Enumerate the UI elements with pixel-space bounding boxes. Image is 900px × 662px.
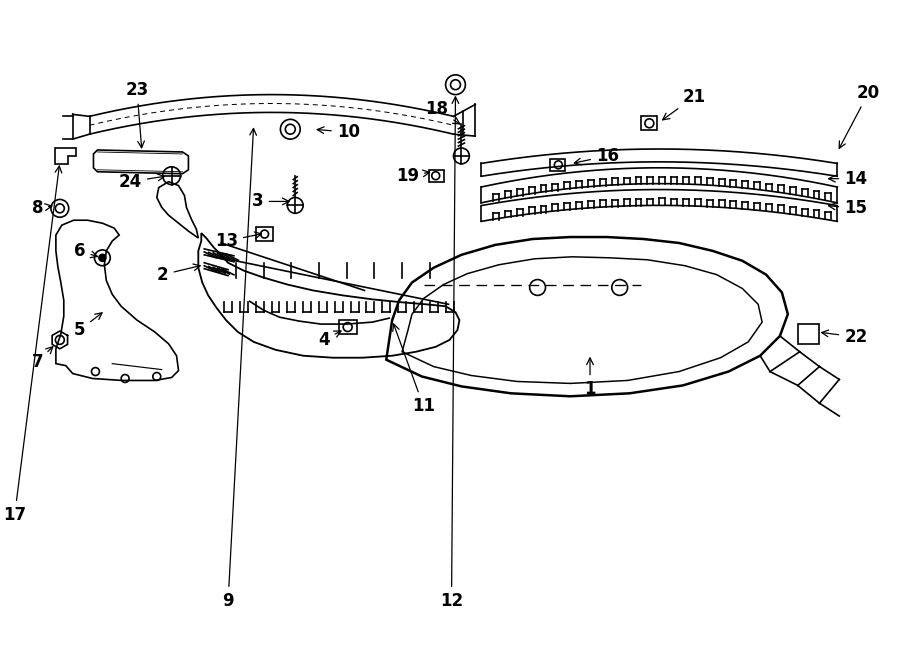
Text: 13: 13 [215,232,262,250]
Text: 8: 8 [32,199,52,217]
Text: 9: 9 [222,128,256,610]
Text: 6: 6 [74,242,97,260]
Text: 21: 21 [662,87,706,120]
Text: 4: 4 [319,331,341,349]
Text: 10: 10 [317,123,360,141]
Text: 3: 3 [252,193,289,211]
Text: 19: 19 [396,167,429,185]
Circle shape [99,254,106,261]
Text: 5: 5 [74,312,102,339]
Text: 20: 20 [839,83,880,148]
Text: 24: 24 [119,173,165,191]
Bar [642,117,657,130]
Text: 16: 16 [574,147,619,165]
Text: 15: 15 [829,199,868,217]
Text: 14: 14 [829,169,868,187]
Bar [338,320,356,334]
Bar [551,159,565,171]
Text: 2: 2 [157,264,200,283]
Bar [256,227,274,241]
Text: 7: 7 [32,347,53,371]
Text: 11: 11 [392,324,435,415]
Text: 22: 22 [822,328,868,346]
Bar [428,169,444,181]
Text: 23: 23 [125,81,148,148]
Text: 12: 12 [440,97,464,610]
Text: 1: 1 [584,358,596,399]
Text: 18: 18 [426,101,460,124]
Text: 17: 17 [3,166,62,524]
